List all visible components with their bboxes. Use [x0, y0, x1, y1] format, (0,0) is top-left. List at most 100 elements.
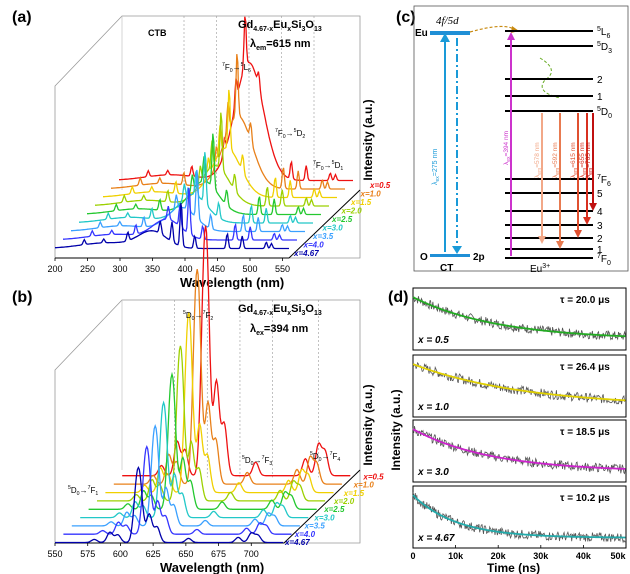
panel-d-label: (d): [388, 289, 408, 306]
panel-a-x-tick-label: 400: [177, 264, 192, 274]
panel-d-x-tick-label: 0: [410, 551, 415, 561]
panel-b-ylabel: Intensity (a.u.): [361, 384, 375, 465]
ct-footer: CT: [440, 263, 453, 274]
panel-b-curves: [55, 225, 351, 544]
panel-b-x-tick-label: 625: [146, 549, 161, 559]
panel-a-series-label: x=4.0: [303, 241, 325, 250]
panel-b-transition-labels: 5D0→7F2 5D0→7F3 5D0→7F4 5D0→7F1: [68, 310, 340, 497]
ct-top-element: Eu: [415, 28, 428, 39]
eu3-upper-level-label: 2: [597, 75, 603, 86]
panel-a-series-curve: [79, 152, 313, 224]
decay-fit-curve: [412, 428, 626, 470]
panel-b-compound: Gd4.67-xEuxSi3O13: [238, 303, 322, 317]
panel-a-compound: Gd4.67-xEuxSi3O13: [238, 19, 322, 33]
panel-a-ylabel: Intensity (a.u.): [361, 99, 375, 180]
ct-top-state: 4f/5d: [436, 15, 459, 27]
panel-a-x-tick-label: 250: [80, 264, 95, 274]
decay-fit-curve: [412, 494, 626, 539]
panel-b-series-labels: x=0.5x=1.0x=1.5x=2.0x=2.5x=3.0x=3.5x=4.0…: [284, 472, 384, 547]
panel-a-series-curve: [71, 169, 305, 233]
panel-a-series-labels: x=0.5x=1.0x=1.5x=2.0x=2.5x=3.0x=3.5x=4.0…: [293, 181, 391, 258]
panel-a-x-tick-label: 550: [275, 264, 290, 274]
eu3-lower-level-label: 2: [597, 234, 603, 245]
ct-relaxation-arrowhead: [452, 246, 462, 254]
nonradiative-relaxation: [539, 57, 561, 99]
panel-b-series-label: x=2.0: [333, 497, 355, 506]
eu3-lower-level-label: 3: [597, 221, 603, 232]
eu3-transition-label: λem=615 nm: [570, 142, 579, 178]
eu3-transition-label: λem=592 nm: [552, 142, 561, 178]
panel-d-ylabel: Intensity (a.u.): [389, 389, 403, 470]
panel-b-label-5d0-7f1: 5D0→7F1: [68, 485, 98, 497]
panel-a-series-curve: [119, 16, 353, 182]
panel-a-gridlines: [183, 16, 315, 190]
decay-subplot-frame: [412, 287, 627, 351]
panel-a-curves: [55, 16, 353, 250]
panel-a-series-label: x=0.5: [369, 181, 391, 190]
eu3-transitions: λex=394 nm λem=578 nm λem=592 nm λem=615 nm…: [503, 32, 597, 256]
panel-a-series-label: x=2.0: [341, 207, 363, 216]
decay-tau-label: τ = 10.2 μs: [560, 493, 610, 504]
eu3-lower-level-label: 5: [597, 189, 603, 200]
panel-a-series-label: x=2.5: [331, 215, 353, 224]
panel-b-x-tick-label: 575: [80, 549, 95, 559]
panel-d-decay-curves: (d) Intensity (a.u.) τ = 20.0 μsx = 0.5τ…: [388, 287, 627, 574]
decay-x-label: x = 1.0: [417, 402, 449, 413]
panel-b-series-curve: [113, 268, 342, 485]
panel-b-series-curve: [71, 423, 300, 527]
decay-subplot-frame: [412, 354, 627, 418]
panel-b-series-label: x=4.0: [294, 530, 316, 539]
eu3-emission-arrowhead: [574, 230, 582, 238]
panel-b-condition: λex=394 nm: [250, 323, 308, 337]
panel-d-x-tick-label: 20k: [491, 551, 507, 561]
panel-a-label-7f0-5d1: 7F0→5D1: [313, 160, 343, 172]
eu3-lower-level-label: 7F6: [597, 174, 611, 188]
panel-d-xlabel: Time (ns): [487, 561, 540, 574]
eu3-emission-arrowhead: [583, 217, 591, 225]
panel-a-x-tick-label: 350: [145, 264, 160, 274]
panel-b-floor-right: [283, 469, 361, 544]
panel-d-x-ticks: 0 10k 20k 30k 40k 50k: [410, 545, 626, 561]
panel-a-series-label: x=1.5: [350, 198, 372, 207]
panel-a-x-tick-label: 500: [242, 264, 257, 274]
eu3-excitation-arrowhead: [507, 32, 515, 40]
decay-x-label: x = 3.0: [417, 467, 449, 478]
eu-4f5d-level: [430, 31, 470, 35]
panel-b-series-label: x=3.0: [313, 513, 335, 522]
panel-a-excitation-spectra: (a) 200 250 300 350 400 450 500 550 x=0.5x=1.0x…: [12, 9, 391, 290]
panel-a-transition-labels: 7F0→5L6 7F0→5D2 7F0→5D1: [222, 62, 343, 172]
panel-a-series-curve: [55, 202, 289, 250]
panel-c-label: (c): [396, 9, 416, 26]
panel-c-frame: [413, 5, 629, 272]
panel-b-x-tick-label: 650: [178, 549, 193, 559]
panel-b-label-5d0-7f4: 5D0→7F4: [310, 451, 340, 463]
panel-a-series-label: x=3.5: [312, 232, 334, 241]
panel-d-x-tick-label: 30k: [533, 551, 549, 561]
panel-d-x-tick-label: 50k: [610, 551, 626, 561]
panel-b-gridlines: [174, 300, 319, 478]
panel-b-series-curve: [80, 400, 309, 519]
eu3-transition-label: λem=655 nm: [579, 142, 588, 178]
panel-d-subplots: τ = 20.0 μs x = 0.5 τ = 26.4 μs x = 1.0 τ = …: [412, 287, 627, 549]
panel-a-condition: λem=615 nm: [250, 38, 311, 52]
decay-fit-curve: [412, 363, 626, 402]
panel-b-series-curve: [55, 465, 284, 544]
panel-b-series-curve: [88, 371, 317, 510]
decay-fit-curve: [412, 296, 626, 338]
ct-wavelength-label: λex=275 nm: [432, 149, 441, 185]
panel-a-floor-right: [288, 189, 361, 259]
decay-x-label: x = 0.5: [417, 335, 449, 346]
panel-a-x-tick-label: 200: [47, 264, 62, 274]
eu3-transition-label: λem=705 nm: [585, 142, 594, 178]
panel-a-series-curve: [63, 187, 297, 241]
panel-d-x-tick-label: 40k: [576, 551, 592, 561]
panel-b-series-curve: [105, 312, 334, 494]
eu3-footer: Eu3+: [530, 263, 550, 275]
panel-b-x-tick-label: 550: [47, 549, 62, 559]
decay-x-label: x = 4.67: [417, 533, 455, 544]
eu3-lower-level-label: 1: [597, 245, 603, 256]
panel-a-x-tick-label: 300: [112, 264, 127, 274]
panel-a-series-label: x=3.0: [322, 224, 344, 233]
